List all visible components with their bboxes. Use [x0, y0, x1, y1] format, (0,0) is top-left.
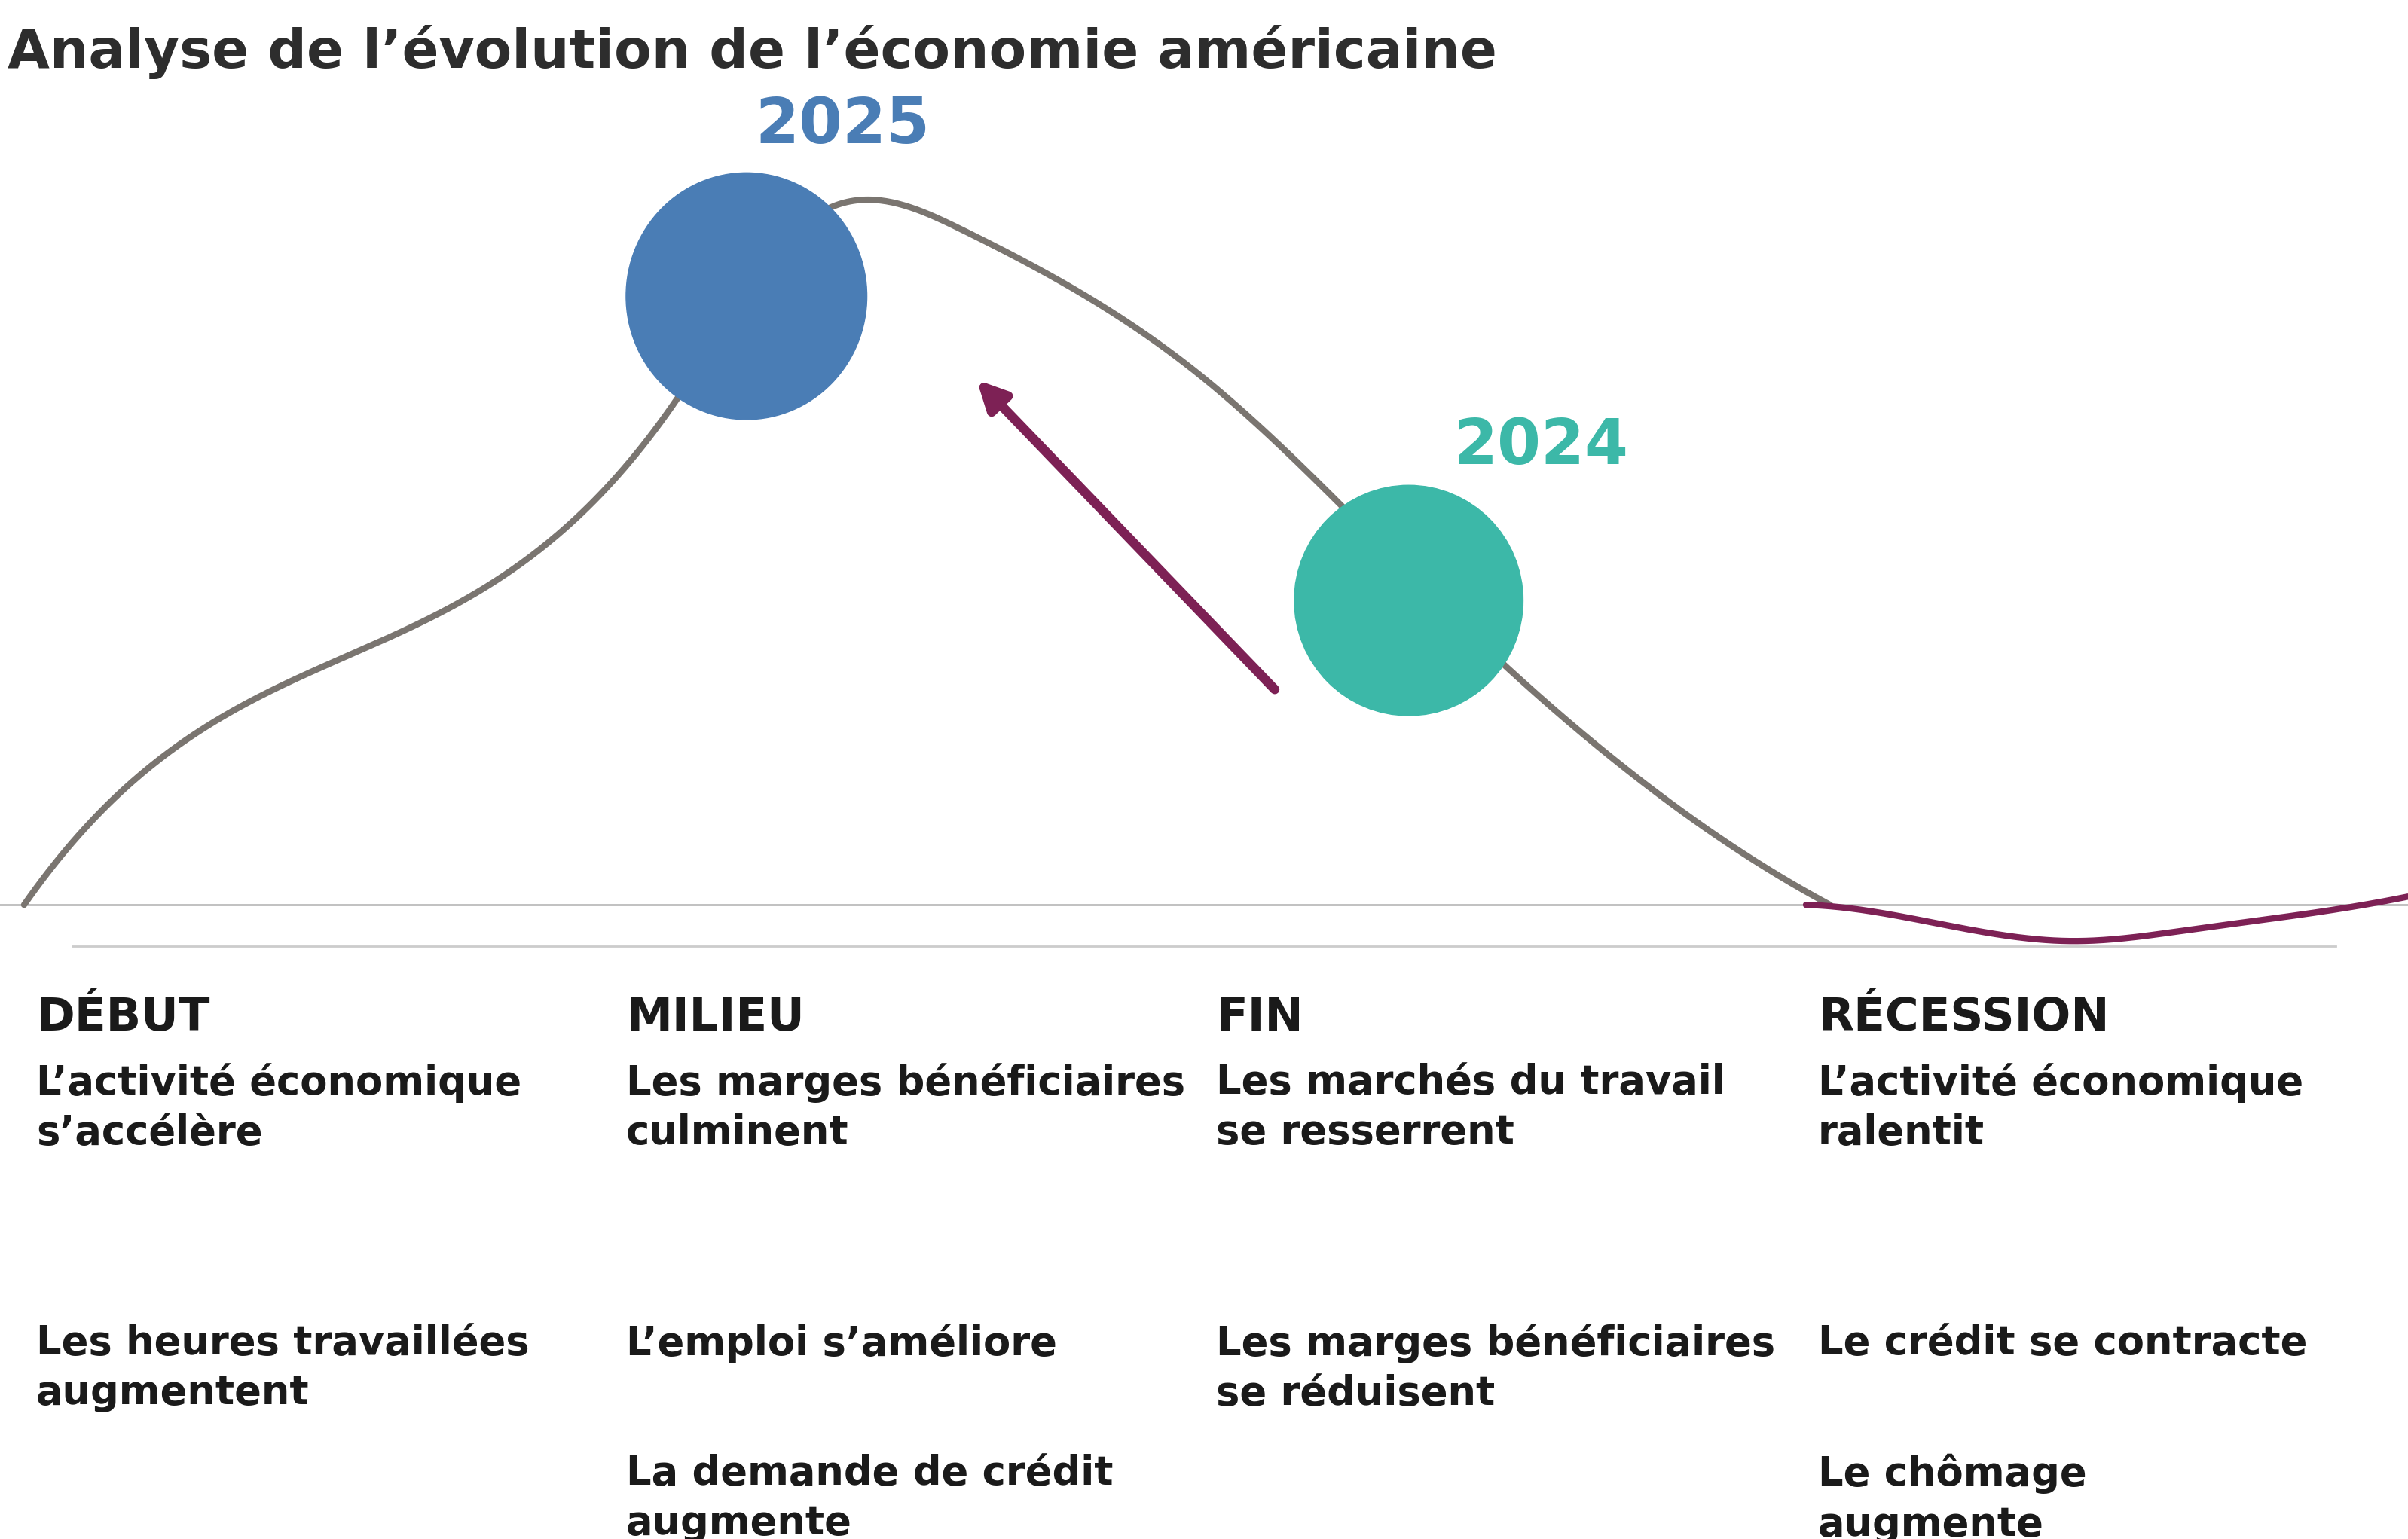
Text: L’activité économique
ralentit: L’activité économique ralentit: [1818, 1063, 2304, 1153]
Text: Analyse de l’évolution de l’économie américaine: Analyse de l’évolution de l’économie amé…: [7, 25, 1498, 78]
Text: DÉBUT: DÉBUT: [36, 996, 209, 1040]
Text: Les marges bénéficiaires
se réduisent: Les marges bénéficiaires se réduisent: [1216, 1324, 1775, 1413]
Text: Les marges bénéficiaires
culminent: Les marges bénéficiaires culminent: [626, 1063, 1185, 1153]
Text: L’emploi s’améliore: L’emploi s’améliore: [626, 1324, 1057, 1364]
Text: Le crédit se contracte: Le crédit se contracte: [1818, 1324, 2307, 1362]
Text: 2024: 2024: [1454, 416, 1628, 477]
Text: L’activité économique
s’accélère: L’activité économique s’accélère: [36, 1063, 523, 1153]
Text: MILIEU: MILIEU: [626, 996, 804, 1040]
Ellipse shape: [1296, 485, 1524, 716]
Text: Les marchés du travail
se resserrent: Les marchés du travail se resserrent: [1216, 1063, 1724, 1153]
Text: FIN: FIN: [1216, 996, 1303, 1040]
Text: RÉCESSION: RÉCESSION: [1818, 996, 2109, 1040]
Text: La demande de crédit
augmente: La demande de crédit augmente: [626, 1454, 1112, 1539]
Text: Le chômage
augmente: Le chômage augmente: [1818, 1454, 2088, 1539]
Text: Les heures travaillées
augmentent: Les heures travaillées augmentent: [36, 1324, 530, 1413]
Text: 2025: 2025: [756, 95, 929, 157]
Ellipse shape: [626, 172, 867, 420]
